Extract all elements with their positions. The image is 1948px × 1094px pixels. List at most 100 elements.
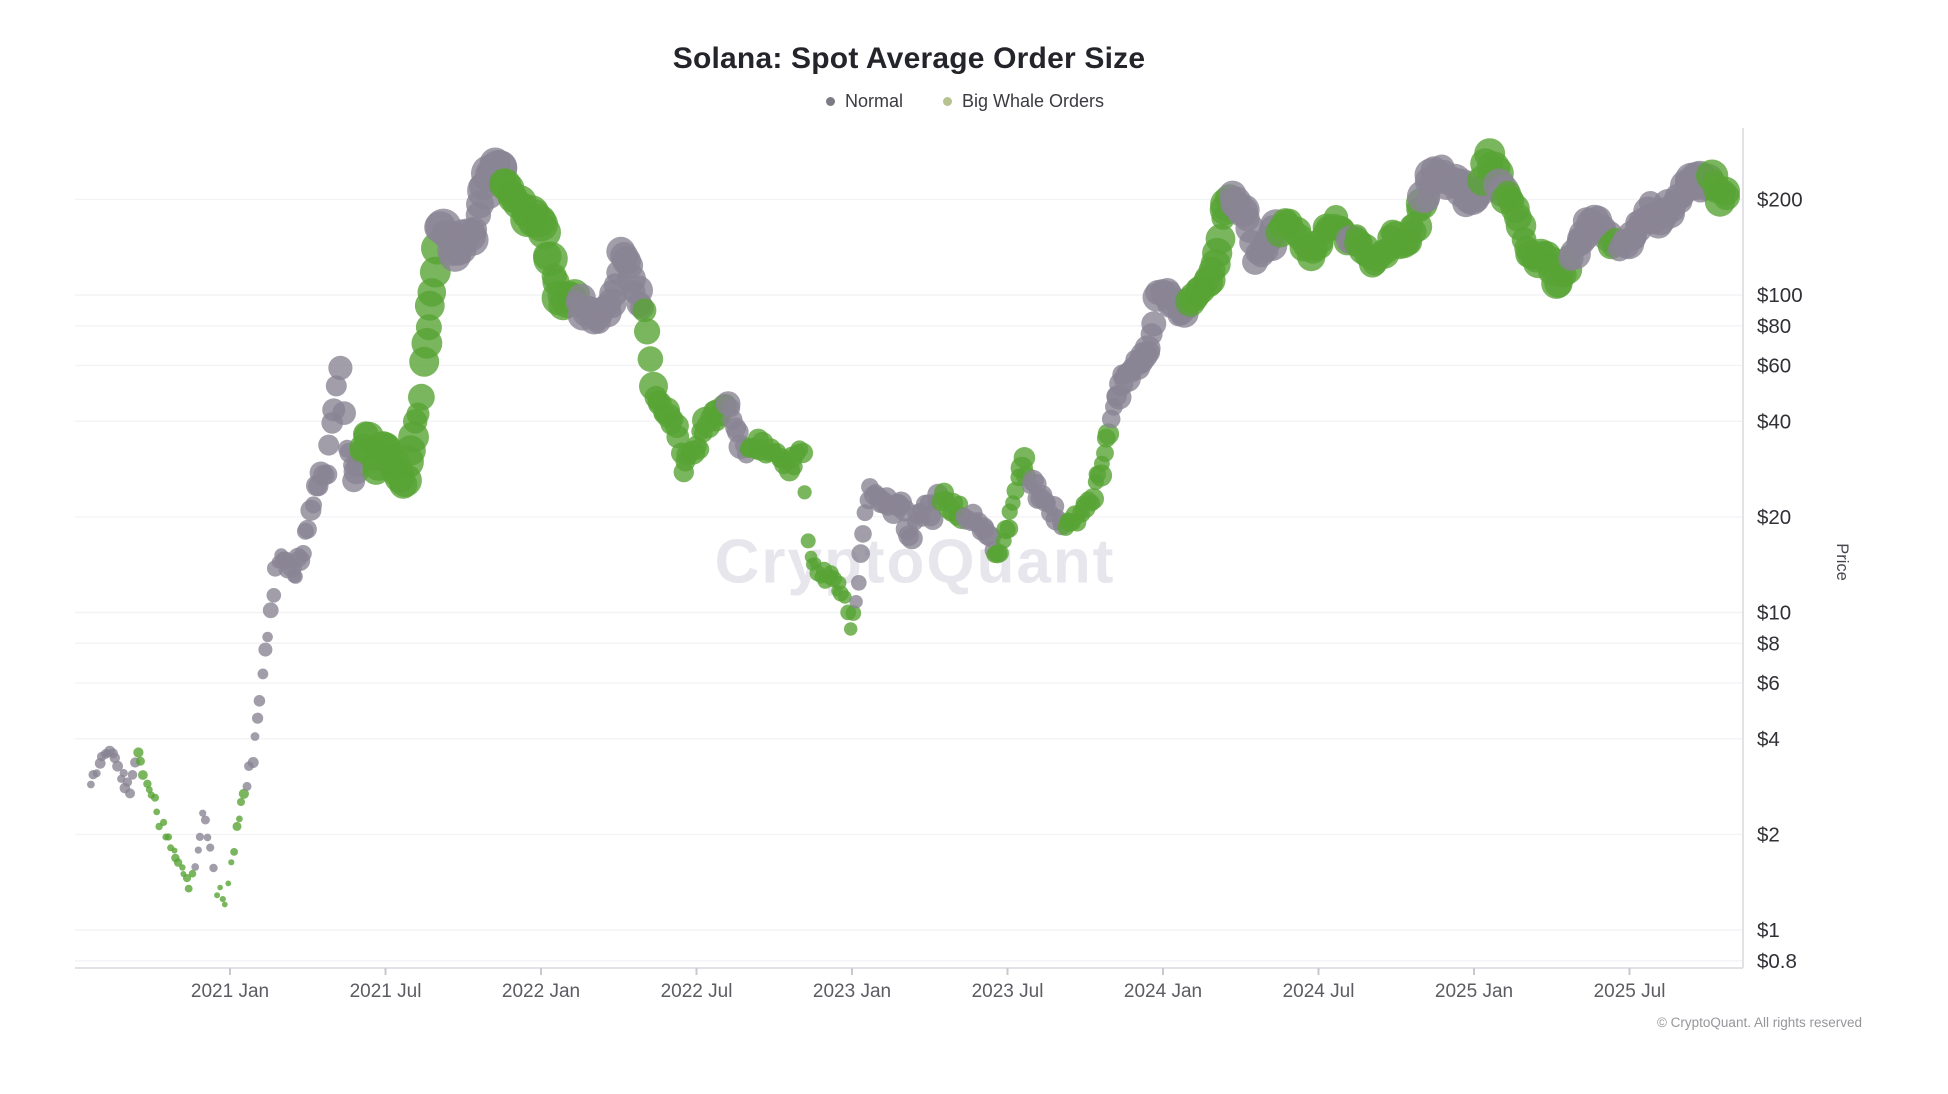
- data-point: [125, 788, 135, 799]
- y-tick-label: $60: [1757, 354, 1791, 377]
- data-point: [408, 383, 435, 411]
- legend-swatch-icon: [942, 97, 952, 106]
- y-tick-label: $1: [1757, 919, 1780, 942]
- data-point: [217, 884, 223, 891]
- x-tick-label: 2025 Jul: [1594, 981, 1666, 1002]
- data-point: [242, 781, 252, 791]
- data-point: [845, 605, 862, 621]
- data-point: [266, 588, 282, 603]
- data-point: [637, 346, 664, 372]
- x-tick-label: 2022 Jul: [661, 981, 733, 1002]
- data-point: [527, 215, 561, 249]
- data-point: [247, 757, 259, 768]
- data-point: [800, 533, 816, 549]
- data-point: [999, 519, 1019, 538]
- data-point: [151, 793, 159, 802]
- y-tick-label: $20: [1757, 506, 1791, 529]
- data-point: [317, 464, 338, 485]
- data-point: [236, 815, 243, 823]
- data-point: [225, 880, 232, 887]
- data-point: [122, 777, 133, 787]
- y-tick-label: $40: [1757, 410, 1791, 433]
- data-point: [219, 896, 226, 903]
- data-point: [851, 544, 870, 563]
- data-point: [325, 375, 347, 397]
- data-point: [844, 622, 858, 636]
- y-tick-label: $0.8: [1757, 950, 1797, 973]
- scatter-points: [87, 138, 1740, 908]
- y-tick-label: $4: [1757, 728, 1780, 751]
- data-point: [991, 544, 1009, 563]
- data-point: [1013, 447, 1036, 469]
- data-point: [184, 884, 193, 893]
- legend: Normal Big Whale Orders: [75, 91, 1855, 112]
- data-point: [238, 788, 249, 799]
- x-tick-label: 2023 Jul: [972, 981, 1044, 1002]
- data-point: [188, 869, 197, 878]
- data-point: [797, 485, 812, 500]
- data-point: [228, 859, 235, 866]
- data-point: [632, 298, 657, 323]
- data-point: [138, 770, 148, 780]
- y-axis-title: Price: [1833, 543, 1851, 581]
- legend-item-normal[interactable]: Normal: [825, 91, 903, 112]
- data-point: [127, 770, 138, 780]
- chart-title: Solana: Spot Average Order Size: [672, 42, 1146, 75]
- data-point: [262, 602, 279, 619]
- legend-item-label: Normal: [844, 91, 903, 111]
- data-point: [112, 760, 123, 772]
- y-tick-label: $80: [1757, 315, 1791, 338]
- data-point: [1137, 340, 1161, 364]
- data-point: [849, 595, 863, 609]
- data-point: [230, 848, 239, 856]
- data-point: [854, 525, 872, 543]
- data-point: [199, 809, 207, 817]
- data-point: [153, 808, 161, 816]
- data-point: [838, 590, 852, 604]
- x-tick-label: 2023 Jan: [813, 981, 891, 1002]
- data-point: [87, 780, 95, 789]
- data-point: [160, 818, 168, 827]
- data-point: [1006, 481, 1025, 500]
- data-point: [173, 858, 183, 867]
- data-point: [305, 496, 322, 514]
- data-point: [1082, 488, 1105, 510]
- data-point: [415, 314, 442, 341]
- data-point: [221, 901, 228, 908]
- data-point: [237, 798, 245, 806]
- data-point: [179, 864, 186, 871]
- data-point: [634, 318, 661, 345]
- data-point: [785, 458, 803, 476]
- data-point: [1096, 444, 1114, 463]
- data-point: [1141, 311, 1167, 337]
- data-point: [250, 732, 260, 741]
- legend-swatch-icon: [825, 97, 835, 106]
- data-point: [332, 401, 356, 425]
- data-point: [203, 833, 212, 842]
- data-point: [257, 668, 269, 680]
- data-point: [792, 442, 814, 464]
- data-point: [328, 355, 353, 380]
- legend-item-big-whale-orders[interactable]: Big Whale Orders: [942, 91, 1104, 112]
- y-tick-label: $100: [1757, 284, 1803, 307]
- data-point: [206, 843, 215, 852]
- data-point: [182, 874, 192, 883]
- data-point: [922, 508, 944, 530]
- data-point: [214, 892, 221, 899]
- y-tick-label: $200: [1757, 188, 1803, 211]
- y-tick-label: $2: [1757, 823, 1780, 846]
- x-tick-label: 2021 Jan: [191, 981, 269, 1002]
- data-point: [262, 631, 273, 643]
- data-point: [191, 863, 200, 871]
- data-point: [294, 545, 312, 563]
- data-point: [1097, 423, 1120, 445]
- data-point: [143, 779, 152, 788]
- data-point: [119, 769, 128, 778]
- data-point: [288, 569, 303, 584]
- data-point: [252, 712, 264, 724]
- data-point: [253, 695, 266, 707]
- y-tick-label: $10: [1757, 602, 1791, 625]
- data-point: [901, 527, 923, 550]
